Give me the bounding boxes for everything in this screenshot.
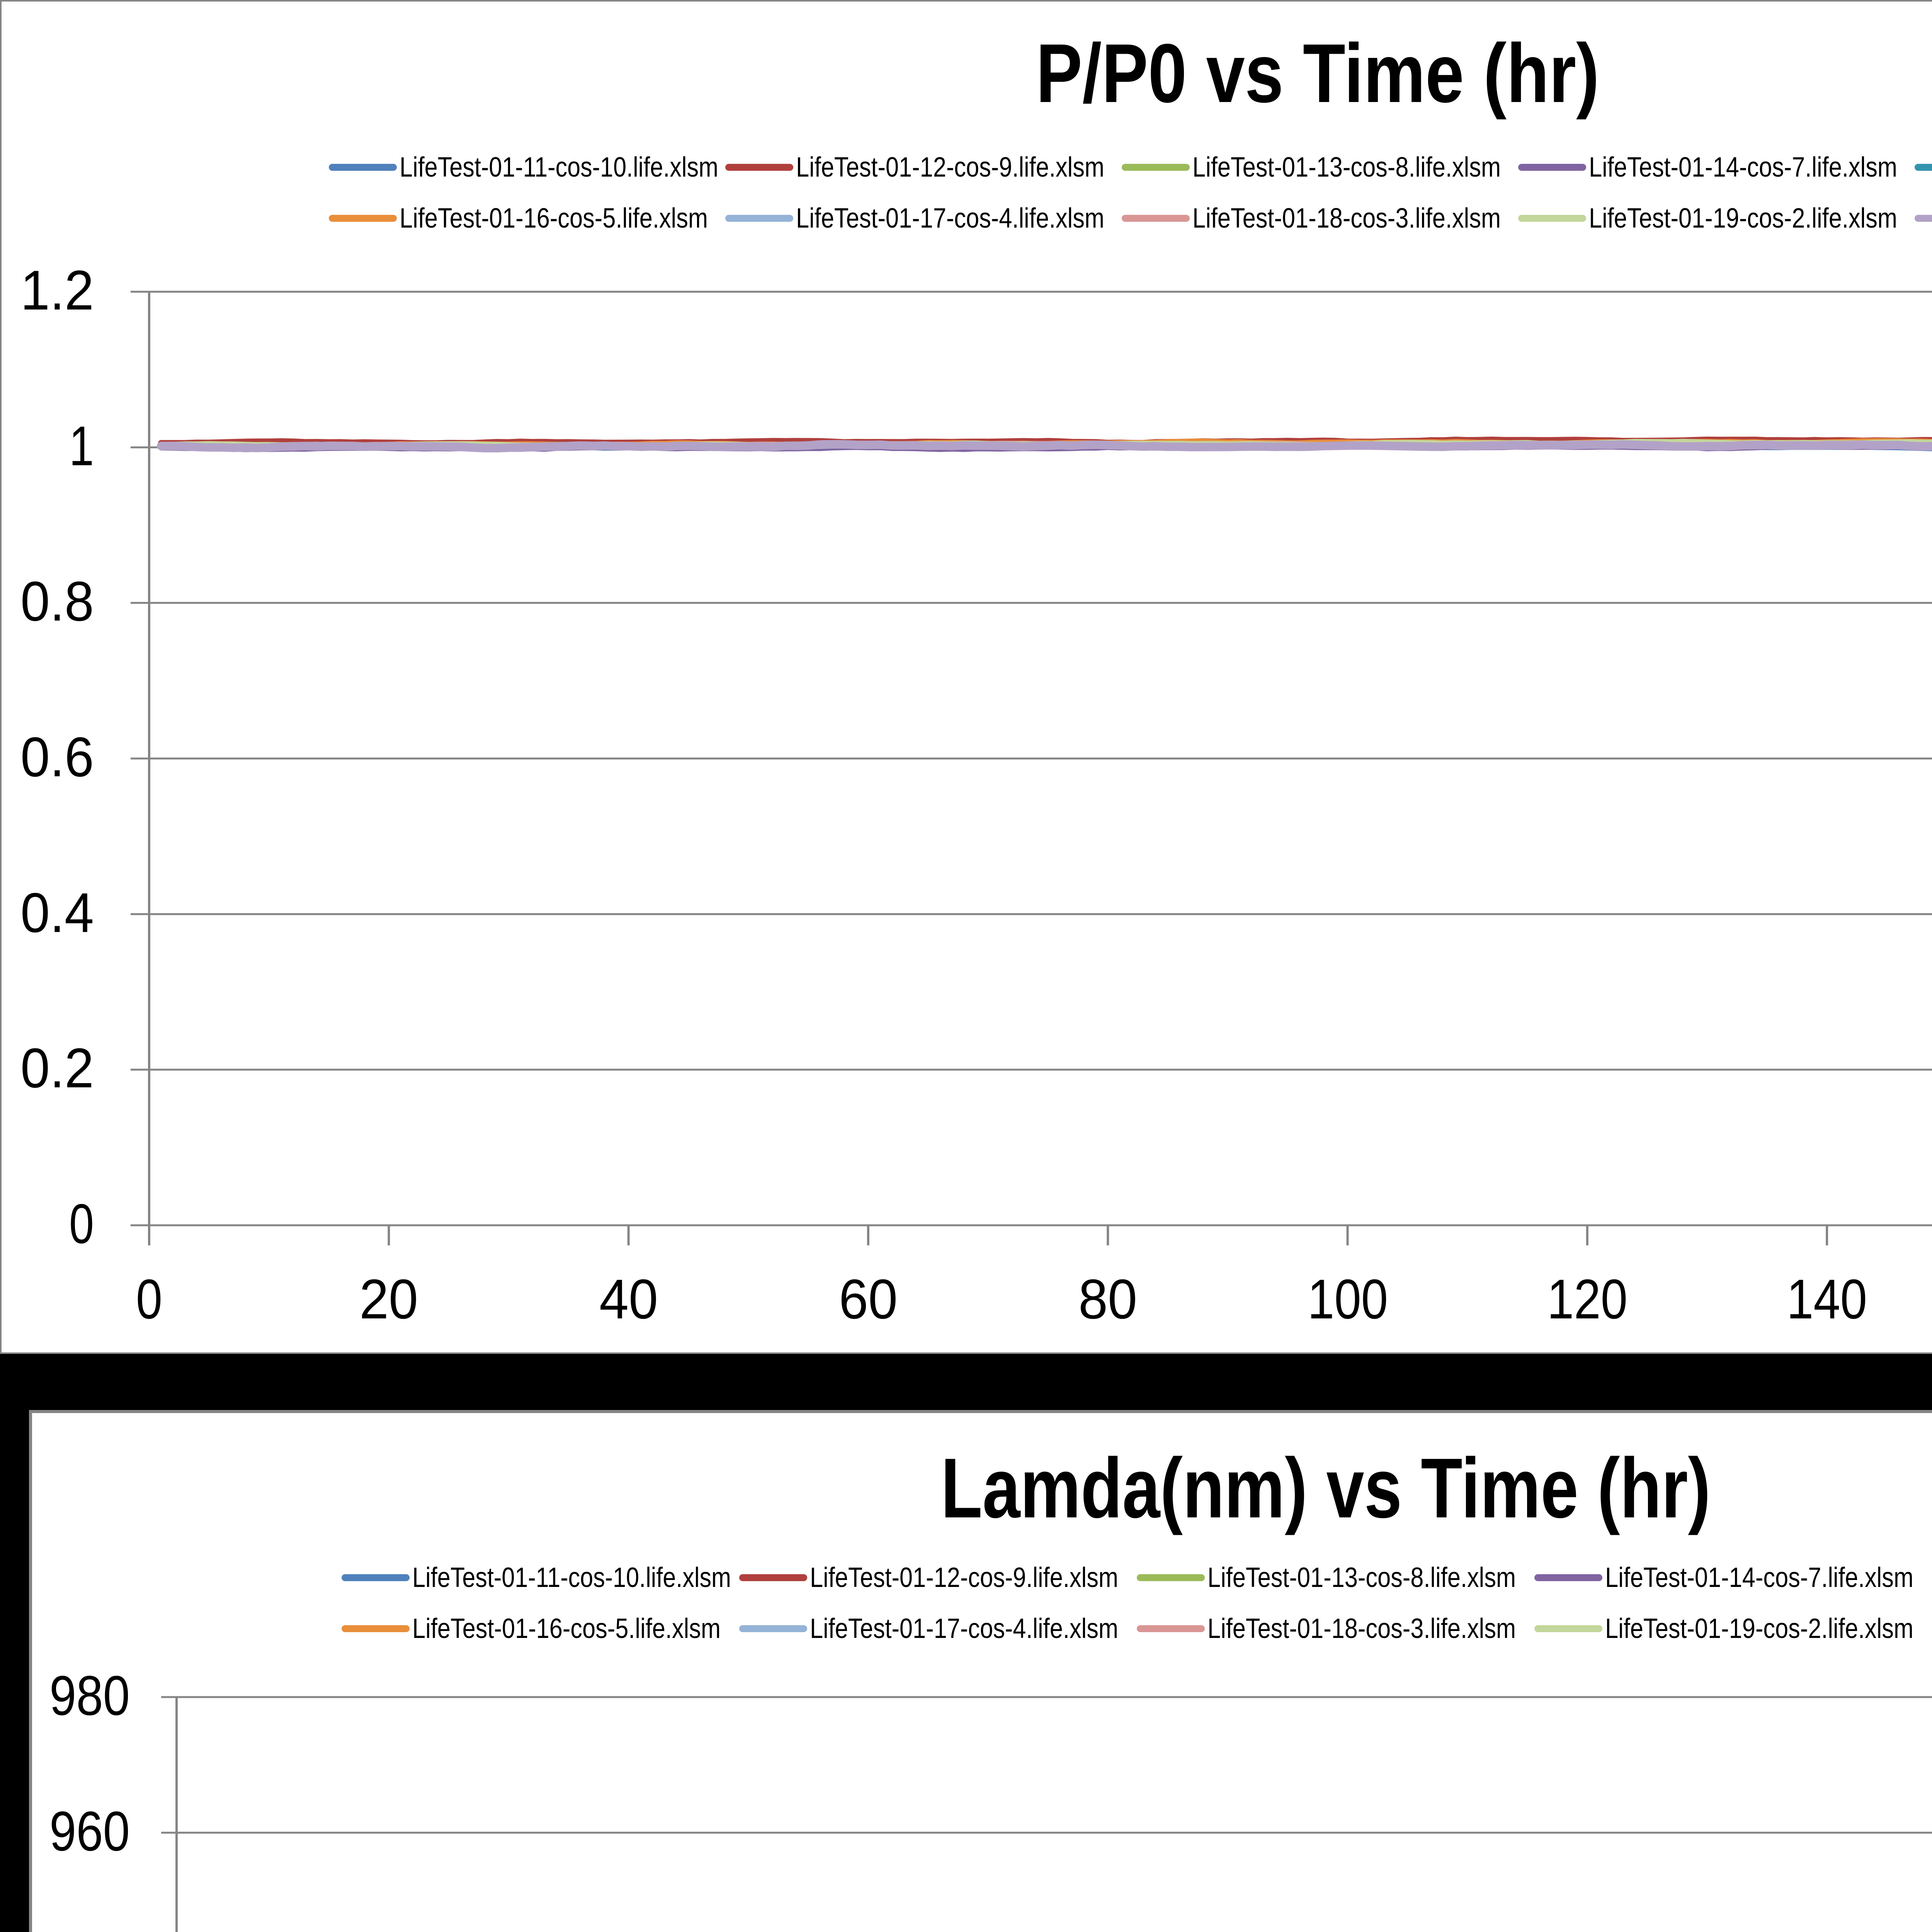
svg-text:40: 40 bbox=[599, 1268, 658, 1330]
svg-text:100: 100 bbox=[1308, 1268, 1388, 1330]
svg-text:1: 1 bbox=[69, 415, 94, 477]
svg-text:0.2: 0.2 bbox=[20, 1037, 94, 1099]
svg-text:60: 60 bbox=[839, 1268, 898, 1330]
svg-text:LifeTest-01-16-cos-5.life.xlsm: LifeTest-01-16-cos-5.life.xlsm bbox=[412, 1613, 721, 1644]
svg-text:960: 960 bbox=[49, 1800, 130, 1862]
svg-text:0: 0 bbox=[136, 1268, 162, 1330]
svg-text:LifeTest-01-16-cos-5.life.xlsm: LifeTest-01-16-cos-5.life.xlsm bbox=[400, 203, 708, 234]
svg-text:LifeTest-01-11-cos-10.life.xls: LifeTest-01-11-cos-10.life.xlsm bbox=[400, 152, 718, 183]
svg-text:140: 140 bbox=[1787, 1268, 1867, 1330]
svg-text:LifeTest-01-11-cos-10.life.xls: LifeTest-01-11-cos-10.life.xlsm bbox=[412, 1562, 731, 1593]
svg-text:0.6: 0.6 bbox=[20, 726, 94, 788]
svg-text:20: 20 bbox=[359, 1268, 418, 1330]
svg-text:P/P0 vs Time (hr): P/P0 vs Time (hr) bbox=[1036, 26, 1599, 120]
svg-text:LifeTest-01-17-cos-4.life.xlsm: LifeTest-01-17-cos-4.life.xlsm bbox=[796, 203, 1104, 234]
svg-text:LifeTest-01-13-cos-8.life.xlsm: LifeTest-01-13-cos-8.life.xlsm bbox=[1208, 1562, 1516, 1593]
svg-text:0.8: 0.8 bbox=[20, 570, 94, 633]
svg-text:1.2: 1.2 bbox=[20, 259, 94, 321]
svg-text:0: 0 bbox=[69, 1192, 94, 1255]
svg-text:LifeTest-01-18-cos-3.life.xlsm: LifeTest-01-18-cos-3.life.xlsm bbox=[1208, 1613, 1516, 1644]
svg-text:LifeTest-01-17-cos-4.life.xlsm: LifeTest-01-17-cos-4.life.xlsm bbox=[810, 1613, 1118, 1644]
svg-text:LifeTest-01-18-cos-3.life.xlsm: LifeTest-01-18-cos-3.life.xlsm bbox=[1192, 203, 1501, 234]
svg-text:0.4: 0.4 bbox=[20, 881, 94, 944]
svg-text:LifeTest-01-14-cos-7.life.xlsm: LifeTest-01-14-cos-7.life.xlsm bbox=[1605, 1562, 1913, 1593]
svg-text:LifeTest-01-12-cos-9.life.xlsm: LifeTest-01-12-cos-9.life.xlsm bbox=[796, 152, 1104, 183]
svg-text:LifeTest-01-13-cos-8.life.xlsm: LifeTest-01-13-cos-8.life.xlsm bbox=[1192, 152, 1501, 183]
svg-text:120: 120 bbox=[1547, 1268, 1628, 1330]
svg-text:Lamda(nm) vs Time (hr): Lamda(nm) vs Time (hr) bbox=[941, 1440, 1711, 1536]
svg-text:LifeTest-01-19-cos-2.life.xlsm: LifeTest-01-19-cos-2.life.xlsm bbox=[1589, 203, 1897, 234]
svg-text:LifeTest-01-12-cos-9.life.xlsm: LifeTest-01-12-cos-9.life.xlsm bbox=[810, 1562, 1118, 1593]
svg-text:980: 980 bbox=[49, 1664, 130, 1727]
svg-text:80: 80 bbox=[1078, 1268, 1137, 1330]
svg-text:LifeTest-01-19-cos-2.life.xlsm: LifeTest-01-19-cos-2.life.xlsm bbox=[1605, 1613, 1913, 1644]
svg-text:LifeTest-01-14-cos-7.life.xlsm: LifeTest-01-14-cos-7.life.xlsm bbox=[1589, 152, 1897, 183]
